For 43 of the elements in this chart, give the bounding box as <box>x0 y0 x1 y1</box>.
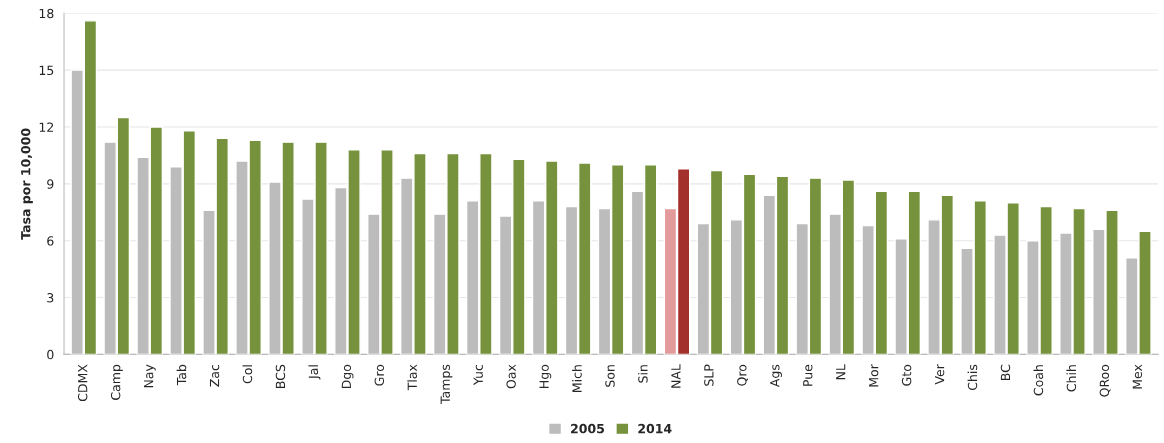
x-tick-label: Camp <box>110 364 123 400</box>
x-tick-label: Mor <box>869 364 879 387</box>
x-tick-label: Tlax <box>407 364 417 391</box>
y-tick-label: 3 <box>47 293 54 303</box>
x-tick-label: Ver <box>935 364 945 385</box>
x-tick-label: BC <box>1000 364 1011 380</box>
y-tick-label: 15 <box>39 65 54 76</box>
x-tick-label: CDMX <box>77 364 88 402</box>
x-tick-label: Chis <box>967 364 978 391</box>
x-tick-label: NL <box>836 364 846 380</box>
x-tick-label: Son <box>605 365 615 387</box>
legend-label: 2014 <box>638 423 672 434</box>
x-tick-label: Sin <box>638 365 648 383</box>
y-tick-label: 12 <box>39 122 54 132</box>
x-tick-label: Ags <box>770 364 782 388</box>
x-tick-label: Dgo <box>341 364 354 389</box>
y-tick-label: 18 <box>39 8 54 19</box>
x-tick-label: Qro <box>737 364 748 386</box>
x-tick-label: Gto <box>901 364 912 386</box>
x-tick-label: Jal <box>308 365 321 380</box>
x-tick-label: Nay <box>144 364 156 388</box>
x-tick-label: Mich <box>572 365 582 392</box>
x-tick-label: SLP <box>704 364 714 386</box>
x-tick-label: QRoo <box>1099 364 1111 397</box>
x-tick-label: Coah <box>1033 365 1044 396</box>
y-axis-title: Tasa por 10,000 <box>20 128 33 240</box>
x-tick-label: Tab <box>176 364 187 386</box>
x-tick-label: Zac <box>209 364 220 387</box>
legend-label: 2005 <box>571 423 604 434</box>
x-tick-label: Tamps <box>440 364 453 405</box>
x-tick-label: Pue <box>803 364 813 386</box>
x-tick-label: Mex <box>1132 364 1143 389</box>
y-tick-label: 0 <box>47 349 54 360</box>
x-tick-label: Oax <box>506 364 516 389</box>
x-tick-label: Hgo <box>539 364 552 388</box>
x-tick-label: Col <box>242 365 253 384</box>
y-tick-label: 9 <box>47 179 54 189</box>
y-tick-label: 6 <box>47 236 54 246</box>
x-tick-label: Gro <box>374 364 385 386</box>
x-tick-label: NAL <box>671 364 681 388</box>
x-tick-label: BCS <box>275 364 286 388</box>
x-tick-label: Chih <box>1066 365 1077 392</box>
x-tick-label: Yuc <box>473 364 483 386</box>
